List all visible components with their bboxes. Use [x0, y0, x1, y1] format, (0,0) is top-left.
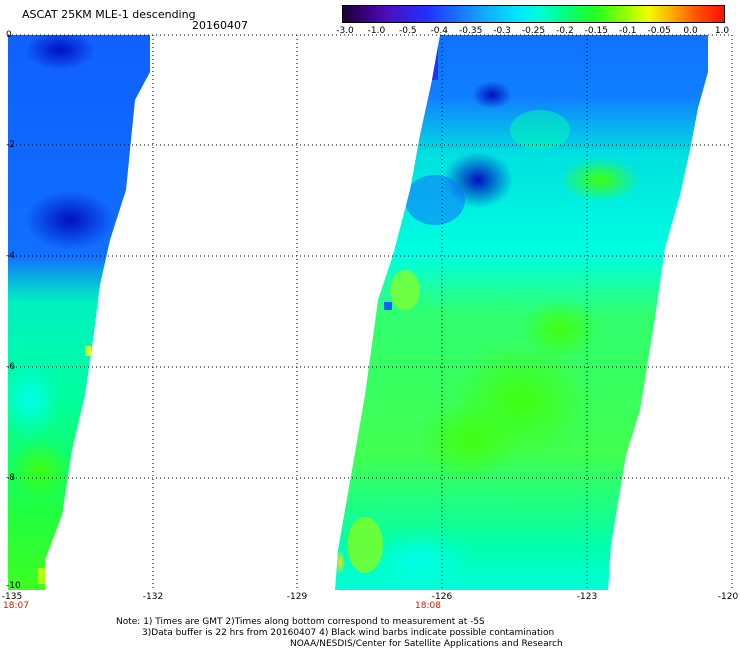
latitude-tick: 0: [6, 30, 12, 40]
latitude-tick: -10: [6, 581, 21, 591]
longitude-tick: -132: [142, 592, 164, 602]
swath-time-right: 18:08: [415, 601, 441, 611]
latitude-tick: -2: [6, 140, 15, 150]
colorbar-label: -0.1: [618, 26, 637, 36]
colorbar-label: -0.3: [493, 26, 511, 36]
colorbar-label: -3.0: [336, 26, 354, 36]
grid-lines: [8, 34, 733, 590]
colorbar-label: -0.15: [584, 26, 608, 36]
colorbar-label: -0.35: [459, 26, 483, 36]
note-line-2: 3)Data buffer is 22 hrs from 20160407 4)…: [142, 628, 555, 638]
swath-right: [335, 35, 708, 590]
map-title: ASCAT 25KM MLE-1 descending: [22, 8, 196, 21]
colorbar-label: -0.05: [647, 26, 671, 36]
longitude-tick: -126: [431, 592, 453, 602]
note-line-1: Note: 1) Times are GMT 2)Times along bot…: [116, 617, 485, 627]
colorbar-label: -0.25: [521, 26, 546, 36]
colorbar-label: -0.4: [430, 26, 449, 36]
colorbar-label: 1.0: [714, 26, 730, 36]
longitude-tick: -123: [576, 592, 598, 602]
longitude-tick: -120: [717, 592, 739, 602]
swath-time-left: 18:07: [3, 601, 29, 611]
longitude-tick: -129: [286, 592, 308, 602]
colorbar-label: -0.5: [399, 26, 417, 36]
colorbar: [342, 5, 725, 23]
longitude-tick: -135: [1, 592, 23, 602]
latitude-tick: -4: [6, 251, 15, 261]
colorbar-label: 0.0: [683, 26, 698, 36]
latitude-tick: -6: [6, 362, 15, 372]
colorbar-label: -0.2: [556, 26, 574, 36]
map-date: 20160407: [192, 19, 248, 32]
swath-left: [8, 35, 150, 590]
colorbar-label: -1.0: [367, 26, 386, 36]
latitude-tick: -8: [6, 473, 15, 483]
note-line-3: NOAA/NESDIS/Center for Satellite Applica…: [290, 639, 563, 649]
